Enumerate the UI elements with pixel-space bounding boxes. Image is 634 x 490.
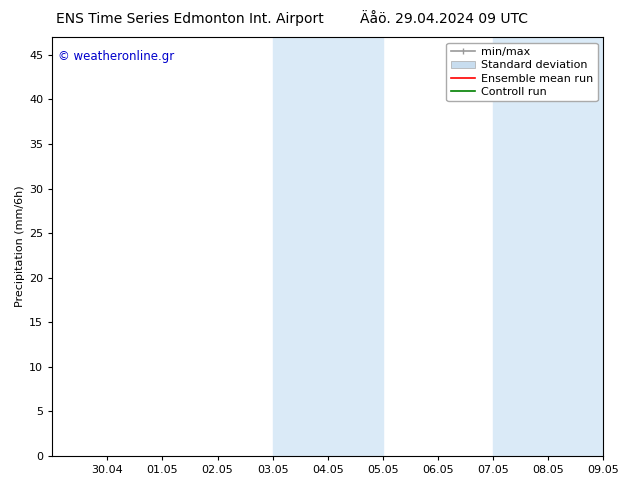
Text: © weatheronline.gr: © weatheronline.gr [58,49,174,63]
Bar [273,37,328,456]
Legend: min/max, Standard deviation, Ensemble mean run, Controll run: min/max, Standard deviation, Ensemble me… [446,43,598,101]
Y-axis label: Precipitation (mm/6h): Precipitation (mm/6h) [15,186,25,307]
Bar [493,37,548,456]
Bar [548,37,603,456]
Text: ENS Time Series Edmonton Int. Airport: ENS Time Series Edmonton Int. Airport [56,12,324,26]
Text: Äåö. 29.04.2024 09 UTC: Äåö. 29.04.2024 09 UTC [360,12,527,26]
Bar [328,37,383,456]
